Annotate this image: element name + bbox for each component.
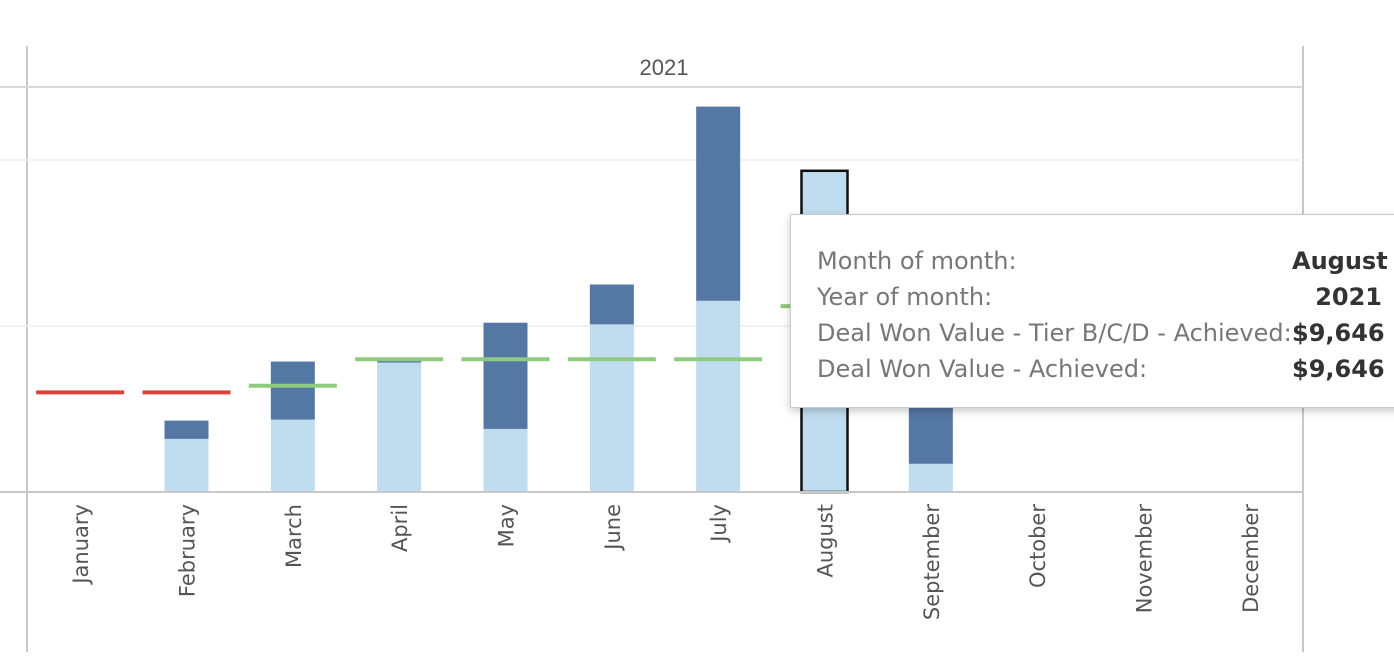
x-tick-label: March [282,504,306,568]
bar-segment [377,362,422,492]
bar-segment [270,361,315,420]
tooltip-label: Month of month: [817,247,1017,275]
x-tick-label: January [69,504,93,586]
bar-segment [164,420,209,439]
tooltip-value: $9,646 [1292,319,1385,347]
bar-segment [908,463,953,492]
bar-segment [589,284,634,325]
tooltip-row: Deal Won Value - Tier B/C/D - Achieved: … [817,315,1394,351]
x-tick-label: September [920,504,944,620]
tooltip-label: Deal Won Value - Tier B/C/D - Achieved: [817,319,1292,347]
pane-header: 2021 [640,55,689,80]
x-tick-label: December [1239,504,1263,613]
bar-segment [696,106,741,301]
tooltip-row: Month of month: August [817,243,1394,279]
x-tick-label: May [495,504,519,547]
bar-segment [270,419,315,492]
x-tick-labels: January February March April May June July Augu… [69,504,1263,620]
x-tick-label: June [601,504,625,552]
x-tick-label: February [176,504,200,597]
bar-segment [164,438,209,492]
bar-segment [483,322,528,429]
tooltip-value: August [1292,247,1388,275]
bar-segment [589,324,634,492]
chart-frame: 2021 [0,46,1304,652]
x-tick-label: November [1133,504,1157,614]
bar-segment [696,300,741,492]
reference-lines [36,304,869,395]
bar-segment [377,360,422,363]
x-tick-label: April [388,504,412,552]
tooltip-row: Year of month: 2021 [817,279,1394,315]
bars [164,106,953,494]
tooltip: Month of month: August Year of month: 20… [790,214,1394,408]
tooltip-row: Deal Won Value - Achieved: $9,646 [817,351,1394,387]
x-tick-label: October [1026,504,1050,588]
x-tick-label: July [707,504,731,544]
tooltip-value: $9,646 [1292,355,1385,383]
x-tick-label: August [814,504,838,578]
tooltip-value: 2021 [1315,283,1382,311]
bar-segment [483,428,528,492]
tooltip-label: Deal Won Value - Achieved: [817,355,1148,383]
tooltip-label: Year of month: [817,283,993,311]
